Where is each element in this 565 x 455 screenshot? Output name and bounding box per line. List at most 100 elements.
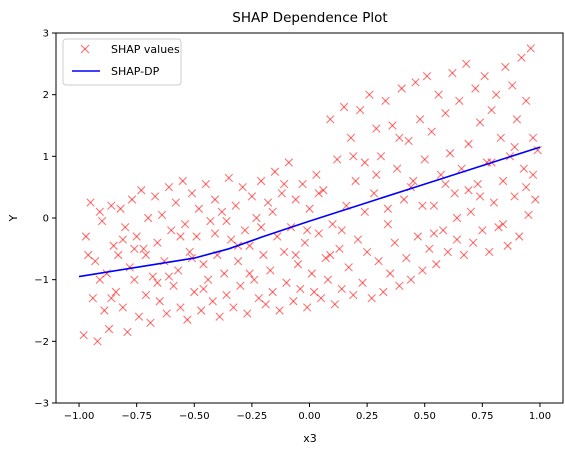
x-tick-label: −1.00 — [64, 411, 95, 422]
shap-value-point — [487, 105, 496, 115]
shap-value-point — [307, 269, 316, 278]
shap-value-point — [291, 195, 300, 204]
shap-value-point — [356, 105, 365, 115]
shap-value-point — [303, 226, 312, 235]
shap-value-point — [201, 179, 210, 189]
shap-value-point — [429, 229, 439, 238]
shap-value-point — [240, 226, 250, 235]
shap-value-point — [134, 312, 144, 321]
shap-value-point — [148, 272, 157, 281]
x-tick-label: 0.50 — [414, 411, 436, 422]
legend-label-shap-dp: SHAP-DP — [111, 65, 160, 78]
shap-value-point — [93, 337, 102, 346]
shap-value-point — [183, 315, 192, 324]
shap-value-point — [185, 247, 194, 257]
line-series — [78, 146, 541, 278]
shap-value-point — [372, 170, 381, 180]
shap-value-point — [365, 90, 374, 99]
shap-value-point — [164, 272, 174, 281]
shap-value-point — [233, 256, 243, 266]
shap-value-point — [404, 136, 413, 146]
shap-value-point — [282, 278, 291, 287]
shap-value-point — [236, 281, 245, 291]
shap-value-point — [413, 232, 423, 241]
shap-value-point — [143, 213, 153, 223]
shap-value-point — [337, 284, 346, 294]
legend-label-shap-values: SHAP values — [111, 43, 180, 56]
shap-value-point — [510, 142, 519, 152]
shap-value-point — [247, 192, 257, 201]
x-axis-label: x3 — [303, 432, 317, 445]
shap-value-point — [491, 90, 501, 99]
shap-value-point — [471, 84, 480, 93]
shap-value-point — [180, 219, 190, 229]
shap-value-point — [314, 189, 323, 198]
shap-value-point — [339, 102, 349, 112]
shap-value-point — [337, 226, 346, 235]
shap-value-point — [464, 186, 473, 195]
shap-value-point — [420, 155, 429, 164]
shap-value-point — [254, 293, 263, 303]
shap-value-point — [252, 213, 261, 223]
y-tick-label: −3 — [34, 399, 49, 410]
shap-value-point — [222, 290, 231, 300]
shap-value-point — [309, 287, 319, 297]
shap-value-point — [390, 238, 399, 247]
shap-value-point — [116, 204, 125, 213]
shap-value-point — [210, 229, 220, 238]
shap-value-point — [494, 223, 503, 232]
shap-value-point — [130, 275, 139, 284]
shap-value-point — [118, 235, 128, 244]
shap-value-point — [450, 189, 459, 198]
shap-value-point — [409, 176, 418, 186]
shap-value-point — [256, 176, 266, 186]
shap-value-point — [127, 195, 137, 204]
shap-value-point — [231, 201, 240, 210]
shap-value-point — [298, 179, 307, 189]
shap-value-point — [263, 198, 273, 207]
shap-value-point — [418, 201, 427, 210]
shap-value-point — [150, 192, 160, 201]
shap-value-point — [162, 309, 171, 318]
shap-value-point — [312, 170, 321, 180]
shap-value-point — [279, 179, 289, 189]
shap-value-point — [531, 195, 540, 204]
shap-value-point — [429, 201, 439, 210]
shap-value-point — [448, 68, 457, 78]
shap-value-point — [203, 275, 213, 284]
legend-box — [62, 38, 182, 86]
shap-value-point — [305, 204, 314, 213]
shap-value-point — [111, 287, 121, 297]
shap-value-point — [176, 232, 185, 241]
shap-value-point — [125, 263, 134, 272]
shap-value-point — [362, 247, 372, 257]
shap-value-point — [167, 226, 176, 235]
shap-value-point — [473, 179, 482, 189]
shap-value-point — [217, 207, 227, 217]
shap-value-point — [176, 303, 185, 312]
shap-value-point — [360, 158, 369, 167]
shap-value-point — [517, 53, 526, 62]
shap-value-point — [243, 309, 252, 318]
shap-value-point — [489, 198, 499, 207]
shap-value-point — [402, 253, 411, 263]
shap-value-point — [224, 173, 234, 183]
shap-value-point — [109, 241, 118, 250]
shap-value-point — [187, 189, 197, 198]
shap-value-point — [392, 164, 402, 173]
shap-value-point — [316, 293, 326, 303]
shap-value-point — [245, 269, 254, 278]
legend-marker-x-icon — [80, 44, 90, 54]
shap-value-point — [512, 115, 522, 124]
shap-value-point — [86, 198, 95, 207]
shap-value-point — [102, 269, 111, 278]
shap-value-point — [84, 250, 93, 260]
shap-value-point — [395, 281, 404, 291]
shap-value-point — [261, 300, 270, 309]
shap-value-point — [284, 158, 293, 167]
shap-value-point — [445, 149, 455, 158]
shap-value-point — [353, 235, 363, 244]
shap-value-point — [164, 182, 174, 192]
shap-value-point — [425, 244, 434, 254]
shap-value-point — [323, 275, 333, 284]
